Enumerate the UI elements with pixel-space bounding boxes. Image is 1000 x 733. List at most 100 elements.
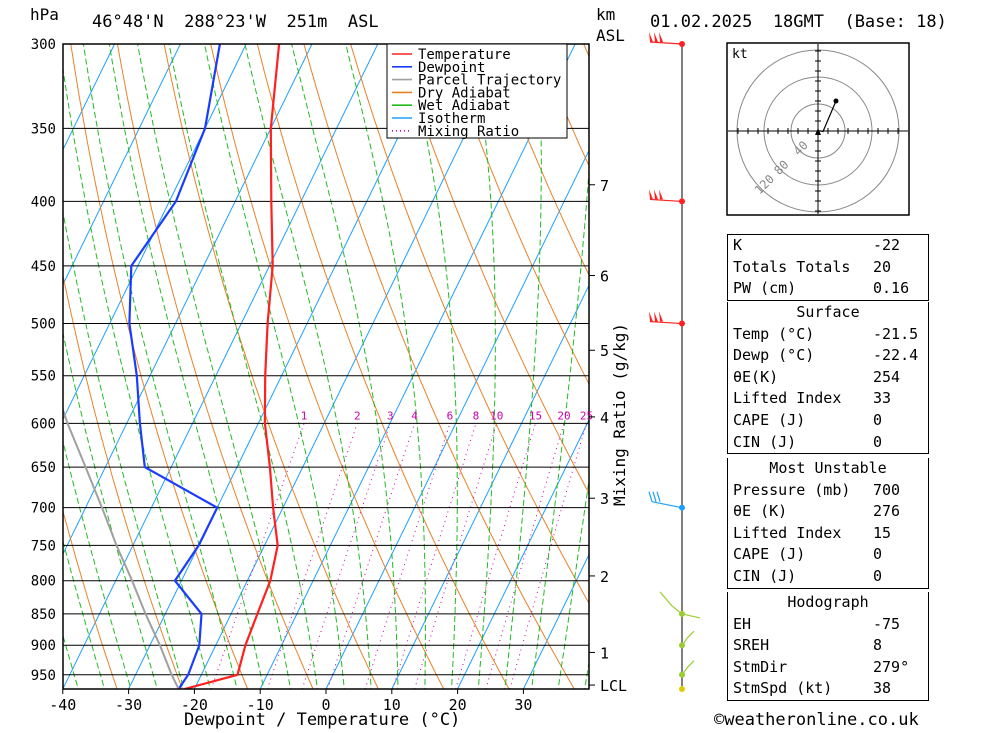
index-label: K (733, 236, 743, 254)
index-label: θE (K) (733, 502, 788, 521)
hodograph-indices-table: Hodograph EH -75 SREH 8 StmDir 279° StmSpd (kt… (727, 592, 929, 701)
index-row: CIN (J) 0 (728, 566, 928, 588)
wind-barb-staff (649, 320, 683, 325)
index-label: PW (cm) (733, 279, 797, 298)
wind-barb-staff (649, 41, 683, 45)
x-tick-label: 0 (321, 696, 330, 714)
isotherm-line (63, 44, 247, 421)
mixing-ratio-line (485, 423, 565, 689)
mixing-ratio-tick-label: 15 (529, 409, 542, 422)
dry-adiabat-line (210, 44, 445, 689)
index-value: 0 (873, 566, 883, 585)
hodograph-title: Hodograph (787, 593, 869, 611)
wind-barb-staff (681, 660, 695, 676)
dry-adiabat-line (63, 273, 183, 689)
km-tick-label: 7 (600, 177, 609, 195)
wind-barb-staff (659, 591, 683, 615)
wet-adiabat-line (63, 439, 132, 689)
dry-adiabat-line (490, 44, 589, 277)
mixing-ratio-line (392, 423, 477, 689)
index-value: 20 (873, 257, 892, 276)
pressure-tick-label: 550 (31, 369, 56, 385)
wet-adiabat-line (472, 44, 496, 689)
index-value: 0.16 (873, 279, 910, 298)
km-tick-label: 3 (600, 490, 609, 508)
legend-box (386, 43, 568, 139)
mixing-ratio-axis-label: Mixing Ratio (g/kg) (610, 323, 629, 506)
index-row: CAPE (J) 0 (728, 410, 928, 432)
wet-adiabat-line (63, 209, 185, 689)
index-row: Lifted Index 33 (728, 388, 928, 410)
wind-barb-staff (651, 501, 683, 509)
pressure-tick-label: 650 (31, 460, 56, 476)
x-tick-label: 10 (383, 696, 401, 714)
index-label: Pressure (mb) (733, 480, 851, 499)
legend-entry: Wet Adiabat (418, 98, 511, 114)
index-row: PW (cm) 0.16 (728, 278, 928, 300)
index-value: 38 (873, 679, 892, 698)
index-row: Lifted Index 15 (728, 523, 928, 545)
index-row: Dewp (°C) -22.4 (728, 345, 928, 367)
km-tick-label: 4 (600, 409, 609, 427)
pressure-tick-label: 750 (31, 538, 56, 554)
pressure-tick-label: 800 (31, 574, 56, 590)
wind-barb-feather (652, 491, 657, 502)
wind-barb-feather (656, 491, 661, 502)
plot-frame (62, 43, 590, 690)
index-label: Lifted Index (733, 523, 842, 542)
km-tick-label: 2 (600, 568, 609, 586)
wind-barb-flag (654, 311, 658, 322)
isotherm-line (63, 44, 181, 286)
index-label: Dewp (°C) (733, 346, 815, 365)
dry-adiabat-line (163, 44, 379, 689)
km-tick-label: 6 (600, 268, 609, 286)
pressure-tick-label: 900 (31, 638, 56, 654)
dry-adiabat-line (63, 509, 118, 689)
x-tick-label: 30 (514, 696, 532, 714)
mixing-ratio-line (266, 423, 358, 689)
index-label: EH (733, 614, 752, 633)
wind-profile (648, 32, 701, 692)
indices-general-table: K -22 Totals Totals 20 PW (cm) 0.16 (727, 234, 929, 301)
pressure-tick-label: 400 (31, 194, 56, 210)
wet-adiabat-line (204, 44, 345, 689)
wet-adiabat-line (504, 44, 542, 689)
index-value: -21.5 (873, 324, 919, 343)
most-unstable-title: Most Unstable (769, 459, 887, 477)
index-value: 33 (873, 389, 892, 408)
mixing-ratio-line (364, 423, 451, 689)
index-value: 0 (873, 432, 883, 451)
index-label: CAPE (J) (733, 410, 806, 429)
mixing-ratio-line (509, 423, 587, 689)
wet-adiabat-line (345, 44, 426, 689)
wet-adiabat-line (557, 477, 589, 689)
index-row: θE (K) 276 (728, 501, 928, 523)
mixing-ratio-tick-label: 3 (387, 409, 394, 422)
mixing-ratio-tick-label: 25 (580, 409, 593, 422)
wind-barb-flag (649, 32, 653, 42)
index-value: 8 (873, 636, 883, 655)
pressure-tick-label: 850 (31, 607, 56, 623)
legend-entry: Mixing Ratio (418, 124, 519, 140)
isotherm-line (0, 44, 49, 689)
wind-barb-flag (649, 189, 653, 200)
temperature-series (184, 44, 281, 689)
isotherm-line (63, 44, 116, 151)
index-label: StmSpd (kt) (733, 679, 833, 698)
hodograph-endpoint (833, 98, 839, 104)
wind-barb-flag (659, 189, 663, 200)
x-axis-label: Dewpoint / Temperature (°C) (184, 710, 461, 730)
index-value: 276 (873, 502, 901, 521)
wind-barb-flag (659, 32, 663, 42)
dry-adiabat-line (443, 44, 589, 386)
isotherm-line (193, 44, 510, 689)
index-value: 0 (873, 545, 883, 564)
km-label: km (596, 5, 616, 24)
wind-barb-feather (648, 491, 653, 502)
km-tick-label: 1 (600, 644, 609, 662)
wind-barb-flag (659, 311, 663, 322)
index-label: θE(K) (733, 367, 779, 386)
km-tick-label: LCL (600, 677, 627, 695)
dewpoint-series (128, 44, 221, 689)
